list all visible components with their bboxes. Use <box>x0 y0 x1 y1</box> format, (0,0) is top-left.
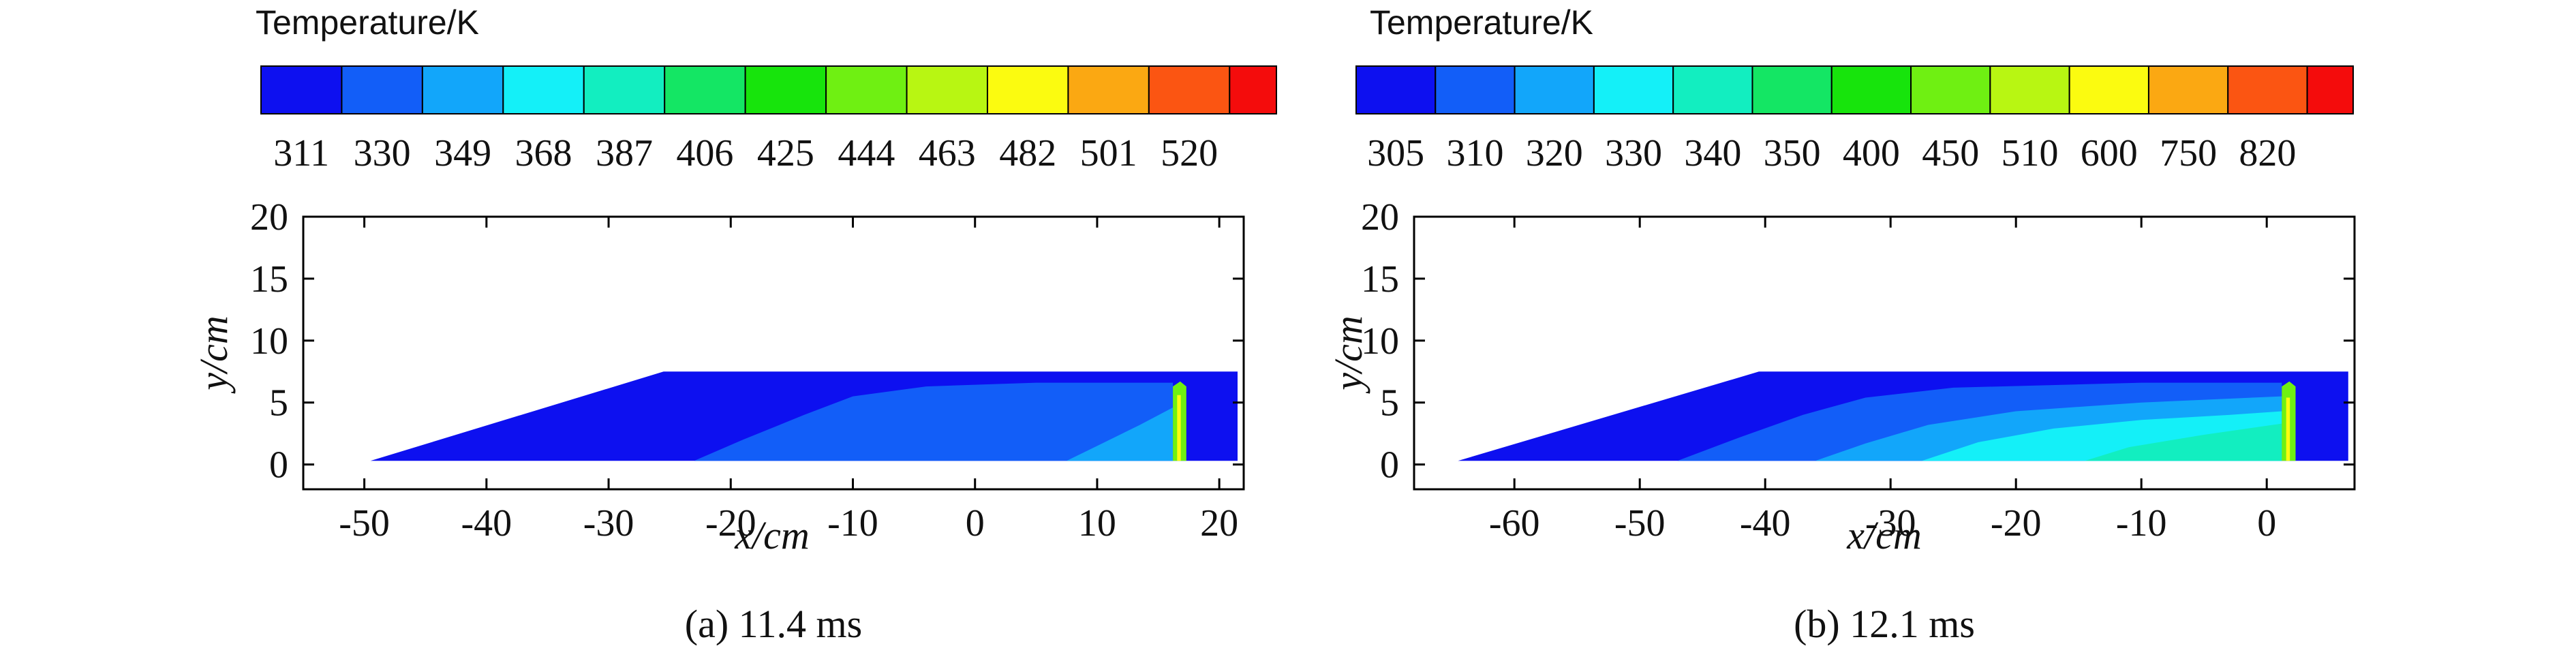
colorbar-label: 450 <box>1922 132 1979 174</box>
colorbar-label: 350 <box>1764 132 1821 174</box>
colorbar-label: 320 <box>1526 132 1583 174</box>
colorbar-swatch <box>260 65 343 114</box>
colorbar-label: 520 <box>1161 132 1218 174</box>
x-tick-label: 10 <box>1078 502 1116 544</box>
contour-region-349 <box>1067 408 1174 461</box>
panel-a: Temperature/K 311 330 349 368 387 406 425 444 463… <box>191 3 1278 646</box>
plot-frame <box>1413 215 2356 491</box>
colorbar-swatch <box>1355 65 1437 114</box>
y-tick-label: 0 <box>269 444 288 487</box>
colorbar-swatch <box>1672 65 1753 114</box>
colorbar-label: 501 <box>1080 132 1137 174</box>
colorbar-label: 340 <box>1684 132 1741 174</box>
x-axis-label: x/cm <box>1846 513 1922 557</box>
x-tick-label: 0 <box>966 502 985 544</box>
colorbar-swatch <box>744 65 827 114</box>
colorbar-swatch <box>825 65 908 114</box>
colorbar-swatch <box>664 65 746 114</box>
colorbar-swatch <box>1751 65 1833 114</box>
colorbar-label: 820 <box>2239 132 2296 174</box>
colorbar-swatch <box>1514 65 1595 114</box>
x-tick-label: -10 <box>2116 502 2167 544</box>
colorbar-swatch <box>986 65 1069 114</box>
x-tick-label: -10 <box>827 502 878 544</box>
contour-region-482-520 <box>1177 395 1181 461</box>
colorbar-swatch <box>1148 65 1231 114</box>
x-tick-label: -40 <box>461 502 512 544</box>
colorbar-label: 463 <box>919 132 976 174</box>
x-tick-label: -40 <box>1740 502 1791 544</box>
y-tick-label: 15 <box>1361 258 1399 301</box>
colorbar-label: 311 <box>273 132 329 174</box>
colorbar-swatch <box>1593 65 1674 114</box>
contour-region-340 <box>2085 423 2282 461</box>
y-tick-label: 5 <box>269 382 288 425</box>
colorbar-label: 305 <box>1367 132 1424 174</box>
y-tick-label: 0 <box>1380 444 1399 487</box>
contour-region-330 <box>694 382 1174 461</box>
colorbar-label: 444 <box>838 132 895 174</box>
colorbar-label: 406 <box>676 132 733 174</box>
colorbar-title: Temperature/K <box>256 3 479 42</box>
y-axis-label: y/cm <box>1326 316 1370 394</box>
colorbar-label: 349 <box>434 132 491 174</box>
colorbar-swatch <box>906 65 988 114</box>
colorbar-label: 330 <box>1605 132 1662 174</box>
y-tick-label: 10 <box>1361 320 1399 363</box>
plot-frame <box>302 215 1245 491</box>
colorbar-swatch <box>502 65 585 114</box>
colorbar-label: 387 <box>596 132 653 174</box>
colorbar-swatch <box>2306 65 2355 114</box>
colorbar-label: 400 <box>1843 132 1900 174</box>
colorbar-swatch <box>583 65 666 114</box>
x-tick-label: -20 <box>705 502 756 544</box>
colorbar-swatch <box>2227 65 2308 114</box>
contour-region-600 <box>2286 397 2290 461</box>
x-tick-label: -30 <box>583 502 634 544</box>
colorbar-swatch <box>2147 65 2229 114</box>
colorbar-label: 330 <box>354 132 411 174</box>
x-tick-label: -60 <box>1489 502 1540 544</box>
y-tick-label: 20 <box>250 196 288 239</box>
panel-caption: (b) 12.1 ms <box>1794 602 1975 646</box>
colorbar-swatch <box>1067 65 1150 114</box>
y-axis-label: y/cm <box>191 316 236 394</box>
colorbar-swatch <box>341 65 423 114</box>
colorbar-swatch <box>1989 65 2070 114</box>
colorbar-label: 510 <box>2002 132 2059 174</box>
colorbar-swatch <box>1435 65 1516 114</box>
colorbar-label: 425 <box>757 132 814 174</box>
x-tick-label: 0 <box>2257 502 2276 544</box>
y-tick-label: 5 <box>1380 382 1399 425</box>
colorbar-swatch <box>1229 65 1278 114</box>
colorbar-label: 310 <box>1446 132 1503 174</box>
colorbar-title: Temperature/K <box>1370 3 1593 42</box>
colorbar-swatch <box>1910 65 1991 114</box>
colorbar-swatch <box>421 65 504 114</box>
colorbar-swatch <box>2068 65 2149 114</box>
x-tick-label: -50 <box>1614 502 1666 544</box>
y-tick-label: 10 <box>250 320 288 363</box>
x-tick-label: -50 <box>339 502 390 544</box>
x-tick-label: -30 <box>1865 502 1916 544</box>
colorbar-label: 368 <box>515 132 572 174</box>
x-tick-label: 20 <box>1200 502 1238 544</box>
x-axis-label: x/cm <box>734 513 810 557</box>
x-tick-label: -20 <box>1991 502 2042 544</box>
colorbar-swatch <box>1830 65 1912 114</box>
colorbar-label: 600 <box>2081 132 2138 174</box>
y-tick-label: 20 <box>1361 196 1399 239</box>
colorbar-label: 482 <box>999 132 1056 174</box>
y-tick-label: 15 <box>250 258 288 301</box>
colorbar-label: 750 <box>2160 132 2217 174</box>
panel-caption: (a) 11.4 ms <box>685 602 862 646</box>
